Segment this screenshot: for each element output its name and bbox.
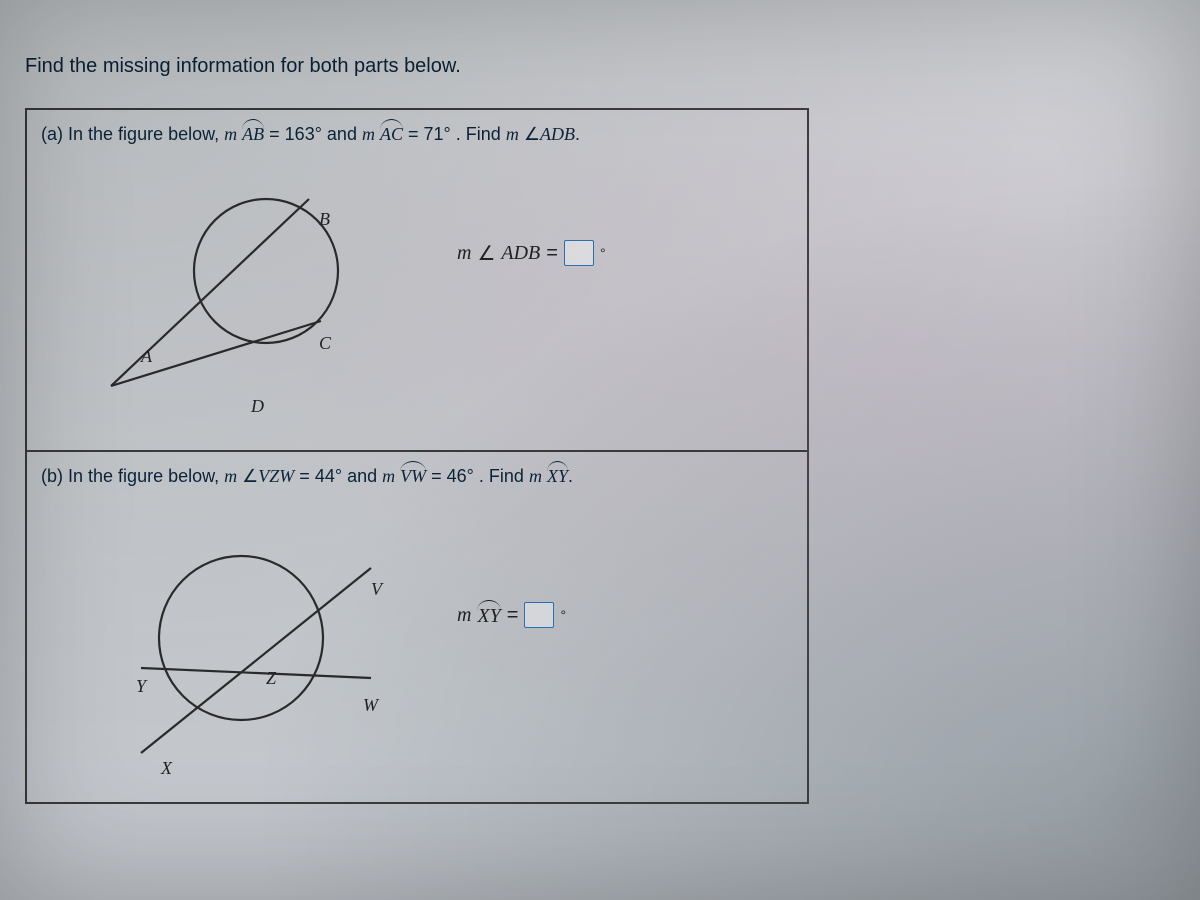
part-b-arc: VW: [400, 464, 426, 487]
ans-a-eq: =: [546, 242, 558, 265]
secant-yw: [141, 668, 371, 678]
part-b-and: and: [347, 466, 382, 486]
label-V: V: [371, 579, 382, 600]
part-a-angle-name: ADB: [540, 124, 575, 144]
part-b-answer: m XY = °: [457, 602, 566, 628]
figure-b: V W X Y Z: [41, 493, 421, 763]
part-a-arc1-val: 163°: [285, 124, 322, 144]
circle-b: [159, 556, 323, 720]
ans-a-input[interactable]: [564, 240, 594, 266]
part-a-prompt: (a) In the figure below, m AB = 163° and…: [41, 122, 793, 145]
figure-a: A B C D: [41, 151, 421, 421]
ans-b-unit: °: [560, 607, 566, 623]
part-a-m2: m: [362, 124, 375, 144]
label-B: B: [319, 209, 330, 230]
part-b-period: .: [568, 466, 573, 486]
ans-a-unit: °: [600, 245, 606, 261]
ans-b-m: m: [457, 604, 471, 627]
part-a-find-m: m: [506, 124, 519, 144]
label-D: D: [251, 396, 264, 417]
part-b-anglesym: ∠: [242, 466, 258, 486]
part-a-answer: m ∠ ADB = °: [457, 240, 606, 266]
part-a-find-prefix: . Find: [456, 124, 506, 144]
part-a-arc2-val: 71°: [424, 124, 451, 144]
part-a-arc1: AB: [242, 122, 264, 145]
part-b-m1: m: [224, 466, 237, 486]
part-a-prefix: In the figure below,: [68, 124, 224, 144]
label-A: A: [141, 346, 152, 367]
page: Find the missing information for both pa…: [0, 0, 1200, 900]
figure-b-svg: [41, 493, 421, 773]
part-b: (b) In the figure below, m ∠VZW = 44° an…: [27, 452, 807, 802]
part-a-arc2: AC: [380, 122, 403, 145]
label-X: X: [161, 758, 172, 779]
equals-3: =: [299, 466, 315, 486]
equals-1: =: [269, 124, 285, 144]
part-b-find-m: m: [529, 466, 542, 486]
equals-4: =: [431, 466, 447, 486]
part-a-m1: m: [224, 124, 237, 144]
part-a-and: and: [327, 124, 362, 144]
part-a: (a) In the figure below, m AB = 163° and…: [27, 110, 807, 452]
equals-2: =: [408, 124, 424, 144]
part-b-find-prefix: . Find: [479, 466, 529, 486]
part-a-angle-sym: ∠: [524, 124, 540, 144]
part-b-find-arc: XY: [547, 464, 568, 487]
label-W: W: [363, 695, 378, 716]
ans-b-arc: XY: [477, 603, 500, 628]
ans-b-eq: =: [507, 604, 519, 627]
secant-xv: [141, 568, 371, 753]
part-b-prefix: In the figure below,: [68, 466, 224, 486]
label-Y: Y: [136, 676, 146, 697]
part-b-angle-val: 44°: [315, 466, 342, 486]
part-b-label: (b): [41, 466, 63, 486]
ans-a-m: m: [457, 242, 471, 265]
part-a-label: (a): [41, 124, 63, 144]
instructions-text: Find the missing information for both pa…: [25, 55, 1175, 78]
part-b-anglename: VZW: [258, 466, 294, 486]
ans-a-anglesym: ∠: [477, 241, 495, 266]
part-b-prompt: (b) In the figure below, m ∠VZW = 44° an…: [41, 464, 793, 487]
part-b-arc-val: 46°: [447, 466, 474, 486]
part-b-m2: m: [382, 466, 395, 486]
label-Z: Z: [266, 668, 276, 689]
part-a-period: .: [575, 124, 580, 144]
ans-b-input[interactable]: [524, 602, 554, 628]
figure-a-svg: [41, 151, 421, 421]
label-C: C: [319, 333, 331, 354]
problems-container: (a) In the figure below, m AB = 163° and…: [25, 108, 809, 804]
ans-a-angle: ADB: [501, 242, 540, 265]
